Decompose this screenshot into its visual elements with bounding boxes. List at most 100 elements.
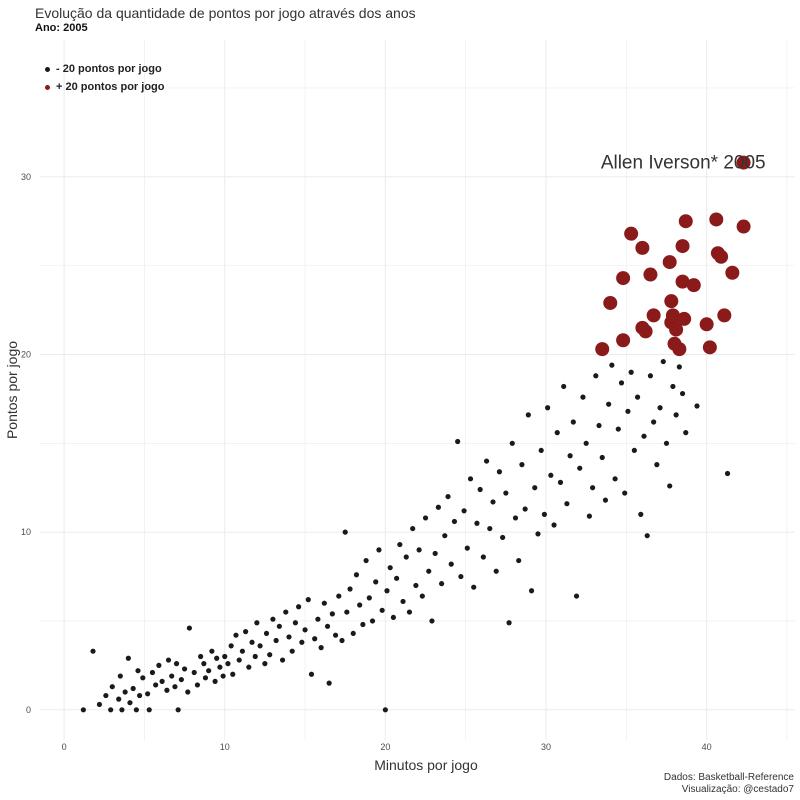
point-low bbox=[461, 508, 467, 514]
point-low bbox=[80, 707, 86, 713]
point-low bbox=[289, 648, 295, 654]
point-low bbox=[357, 602, 363, 608]
point-low bbox=[96, 701, 103, 708]
annotation-label: Allen Iverson* 2005 bbox=[601, 153, 766, 174]
point-low bbox=[676, 364, 682, 370]
point-low bbox=[432, 550, 438, 557]
point-low bbox=[228, 643, 234, 649]
point-low bbox=[464, 545, 470, 551]
point-low bbox=[175, 707, 181, 713]
chart-subtitle: Ano: 2005 bbox=[35, 22, 88, 34]
point-low bbox=[140, 675, 146, 681]
point-low bbox=[663, 440, 670, 446]
point-low bbox=[490, 499, 496, 505]
point-low bbox=[363, 557, 369, 564]
point-low bbox=[622, 490, 628, 496]
point-low bbox=[474, 520, 480, 526]
point-low bbox=[493, 568, 499, 574]
point-low bbox=[350, 630, 356, 637]
point-low bbox=[347, 586, 353, 592]
caption: Dados: Basketball-Reference Visualização… bbox=[664, 772, 794, 796]
point-low bbox=[339, 637, 345, 644]
point-high bbox=[635, 240, 650, 255]
point-low bbox=[406, 609, 413, 615]
point-low bbox=[156, 662, 162, 668]
point-low bbox=[308, 671, 315, 677]
point-low bbox=[212, 678, 218, 684]
point-low bbox=[564, 501, 570, 507]
point-low bbox=[480, 554, 486, 560]
point-low bbox=[202, 675, 209, 681]
point-low bbox=[257, 643, 263, 649]
grid bbox=[40, 40, 795, 740]
point-low bbox=[312, 636, 318, 642]
point-low bbox=[145, 691, 151, 697]
data-points bbox=[80, 155, 751, 713]
point-low bbox=[694, 403, 700, 409]
point-low bbox=[326, 680, 332, 686]
point-low bbox=[467, 476, 474, 482]
point-low bbox=[442, 533, 448, 539]
point-low bbox=[683, 430, 689, 436]
point-low bbox=[673, 412, 679, 418]
legend-label-low: - 20 pontos por jogo bbox=[56, 63, 162, 75]
point-low bbox=[538, 447, 544, 454]
point-low bbox=[262, 661, 268, 667]
x-tick-label: 10 bbox=[220, 742, 230, 752]
point-low bbox=[660, 358, 666, 365]
point-low bbox=[477, 486, 483, 493]
point-low bbox=[410, 525, 416, 532]
point-low bbox=[567, 453, 573, 459]
point-low bbox=[186, 625, 192, 631]
point-high bbox=[678, 214, 693, 229]
y-tick-label: 10 bbox=[21, 527, 31, 537]
point-low bbox=[318, 645, 324, 651]
point-low bbox=[541, 511, 548, 517]
point-low bbox=[384, 588, 390, 594]
point-low bbox=[225, 661, 231, 667]
point-low bbox=[173, 661, 180, 667]
point-high bbox=[665, 308, 680, 323]
point-high bbox=[725, 265, 740, 280]
point-low bbox=[315, 616, 321, 622]
point-low bbox=[369, 618, 376, 624]
point-high bbox=[675, 274, 690, 289]
point-low bbox=[532, 485, 538, 491]
point-low bbox=[503, 490, 509, 496]
point-low bbox=[270, 616, 276, 622]
point-low bbox=[422, 515, 429, 521]
point-low bbox=[149, 669, 156, 676]
point-low bbox=[185, 689, 191, 695]
point-low bbox=[209, 648, 215, 654]
point-low bbox=[593, 373, 599, 379]
point-high bbox=[686, 278, 701, 293]
point-low bbox=[178, 676, 184, 683]
point-low bbox=[535, 531, 541, 537]
point-low bbox=[525, 412, 531, 418]
point-low bbox=[246, 664, 252, 670]
legend: - 20 pontos por jogo + 20 pontos por jog… bbox=[45, 60, 164, 96]
point-low bbox=[394, 575, 400, 581]
point-low bbox=[254, 620, 260, 626]
point-high bbox=[603, 295, 618, 310]
point-low bbox=[263, 630, 270, 637]
point-low bbox=[220, 673, 226, 679]
point-low bbox=[136, 692, 143, 699]
point-low bbox=[127, 700, 133, 706]
point-low bbox=[249, 639, 255, 645]
point-low bbox=[181, 666, 188, 672]
point-low bbox=[647, 373, 654, 379]
point-low bbox=[429, 618, 435, 624]
point-low bbox=[638, 511, 644, 517]
point-low bbox=[448, 561, 454, 567]
point-low bbox=[528, 588, 535, 594]
point-high bbox=[699, 317, 714, 332]
point-low bbox=[302, 627, 308, 633]
legend-dot-high bbox=[45, 84, 50, 90]
point-low bbox=[455, 438, 461, 445]
caption-credit: Visualização: @cestado7 bbox=[681, 784, 794, 795]
point-low bbox=[146, 707, 152, 713]
legend-label-high: + 20 pontos por jogo bbox=[56, 81, 165, 93]
point-low bbox=[360, 621, 366, 628]
point-low bbox=[435, 504, 441, 510]
